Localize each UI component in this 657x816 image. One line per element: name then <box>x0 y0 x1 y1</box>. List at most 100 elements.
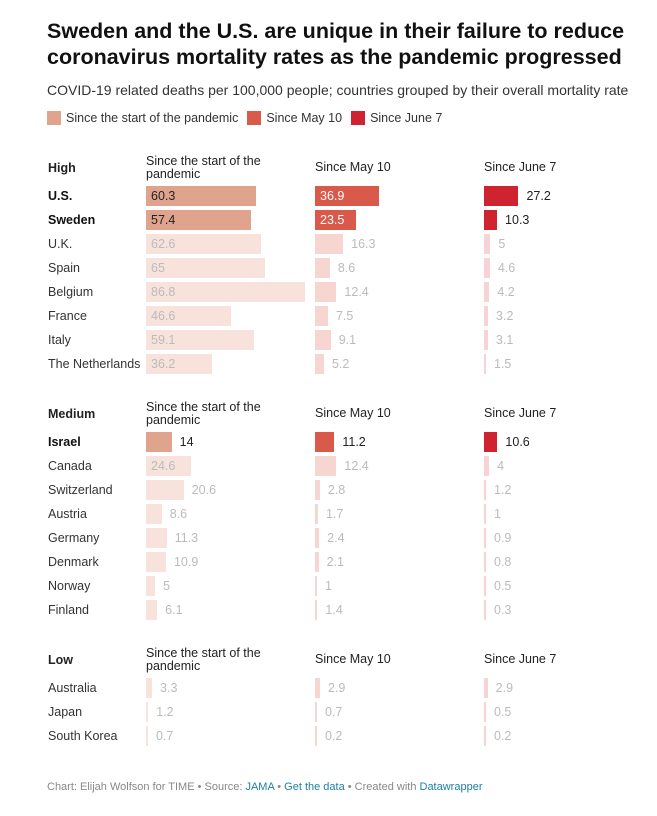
bar-spain-start <box>146 258 266 278</box>
value-label-the-netherlands-may: 5.2 <box>331 357 350 371</box>
group-label-high: High <box>48 161 76 175</box>
bar-australia-start <box>146 678 153 698</box>
row-label-australia: Australia <box>48 681 97 695</box>
value-label-canada-start: 24.6 <box>151 459 176 473</box>
value-label-spain-june: 4.6 <box>497 261 516 275</box>
value-label-belgium-start: 86.8 <box>151 285 176 299</box>
value-label-spain-may: 8.6 <box>337 261 356 275</box>
value-label-sweden-may: 23.5 <box>320 213 345 227</box>
bar-spain-may <box>315 258 330 278</box>
value-label-japan-start: 1.2 <box>156 705 174 719</box>
value-label-the-netherlands-june: 1.5 <box>494 357 512 371</box>
bar-denmark-start <box>146 552 166 572</box>
value-label-austria-june: 1 <box>494 507 501 521</box>
column-header-start: Since the start of the pandemic <box>146 400 261 427</box>
bar-the-netherlands-start <box>146 354 213 374</box>
value-label-canada-june: 4 <box>497 459 505 473</box>
value-label-france-june: 3.2 <box>496 309 514 323</box>
bar-germany-start <box>146 528 167 548</box>
legend: Since the start of the pandemic Since Ma… <box>47 111 451 125</box>
legend-item-start: Since the start of the pandemic <box>47 111 238 125</box>
value-label-france-start: 46.6 <box>151 309 176 323</box>
row-label-spain: Spain <box>48 261 80 275</box>
row-label-u-s: U.S. <box>48 189 73 203</box>
legend-swatch-start <box>47 111 61 125</box>
bar-israel-june <box>484 432 498 452</box>
bar-germany-may <box>315 528 320 548</box>
bar-denmark-june <box>484 552 486 572</box>
legend-label-start: Since the start of the pandemic <box>66 111 239 125</box>
bar-germany-june <box>484 528 486 548</box>
value-label-finland-june: 0.3 <box>494 603 512 617</box>
bar-u-s-may <box>315 186 379 206</box>
bar-south-korea-start <box>146 726 148 746</box>
value-label-switzerland-may: 2.8 <box>327 483 346 497</box>
row-label-switzerland: Switzerland <box>48 483 113 497</box>
value-label-south-korea-start: 0.7 <box>156 729 174 743</box>
footer-credit: Chart: Elijah Wolfson for TIME • Source: <box>47 781 246 793</box>
bar-israel-start <box>146 432 172 452</box>
footer-get-data-link[interactable]: Get the data <box>284 781 345 793</box>
bar-u-k-may <box>315 234 344 254</box>
footer-separator: • <box>274 781 285 793</box>
value-label-south-korea-may: 0.2 <box>325 729 343 743</box>
value-label-norway-may: 1 <box>325 579 332 593</box>
bar-canada-june <box>484 456 490 476</box>
column-header-june: Since June 7 <box>484 406 557 420</box>
value-label-south-korea-june: 0.2 <box>494 729 512 743</box>
legend-swatch-june <box>351 111 366 125</box>
bar-denmark-may <box>315 552 319 572</box>
bar-japan-june <box>484 702 486 722</box>
row-label-the-netherlands: The Netherlands <box>48 357 141 371</box>
footer-datawrapper-link[interactable]: Datawrapper <box>419 781 483 793</box>
bar-france-june <box>484 306 489 326</box>
chart-subtitle: COVID-19 related deaths per 100,000 peop… <box>47 82 629 98</box>
bar-finland-start <box>146 600 158 620</box>
legend-item-may: Since May 10 <box>247 111 342 125</box>
bar-the-netherlands-june <box>484 354 486 374</box>
bar-italy-may <box>315 330 331 350</box>
row-label-italy: Italy <box>48 333 71 347</box>
row-label-israel: Israel <box>48 435 81 449</box>
footer-created-with: • Created with <box>344 781 420 793</box>
bar-japan-start <box>146 702 149 722</box>
value-label-spain-start: 65 <box>151 261 165 275</box>
bar-u-s-start <box>146 186 257 206</box>
column-header-start: Since the start of the pandemic <box>146 154 261 181</box>
value-label-israel-may: 11.2 <box>342 435 366 449</box>
row-label-south-korea: South Korea <box>48 729 118 743</box>
column-header-may: Since May 10 <box>315 406 391 420</box>
bar-austria-may <box>315 504 318 524</box>
group-label-low: Low <box>48 653 73 667</box>
bar-australia-june <box>484 678 488 698</box>
value-label-italy-june: 3.1 <box>495 333 514 347</box>
bar-australia-may <box>315 678 320 698</box>
value-label-the-netherlands-start: 36.2 <box>151 357 176 371</box>
bar-sweden-june <box>484 210 498 230</box>
value-label-japan-may: 0.7 <box>325 705 343 719</box>
value-label-austria-start: 8.6 <box>169 507 188 521</box>
bar-canada-may <box>315 456 337 476</box>
value-label-denmark-june: 0.8 <box>494 555 512 569</box>
value-label-germany-start: 11.3 <box>174 531 199 545</box>
value-label-denmark-start: 10.9 <box>173 555 199 569</box>
bar-south-korea-may <box>315 726 317 746</box>
value-label-austria-may: 1.7 <box>325 507 344 521</box>
row-label-norway: Norway <box>48 579 91 593</box>
bar-norway-start <box>146 576 156 596</box>
bar-switzerland-may <box>315 480 320 500</box>
row-label-sweden: Sweden <box>48 213 96 227</box>
bar-belgium-may <box>315 282 337 302</box>
value-label-u-k-start: 62.6 <box>151 237 176 251</box>
column-header-may: Since May 10 <box>315 160 391 174</box>
value-label-norway-start: 5 <box>163 579 171 593</box>
row-label-france: France <box>48 309 87 323</box>
value-label-japan-june: 0.5 <box>494 705 512 719</box>
footer-source-link[interactable]: JAMA <box>245 781 275 793</box>
value-label-australia-may: 2.9 <box>328 681 346 695</box>
bar-italy-start <box>146 330 255 350</box>
row-label-germany: Germany <box>48 531 100 545</box>
legend-label-june: Since June 7 <box>370 111 443 125</box>
bar-israel-may <box>315 432 335 452</box>
bar-south-korea-june <box>484 726 486 746</box>
